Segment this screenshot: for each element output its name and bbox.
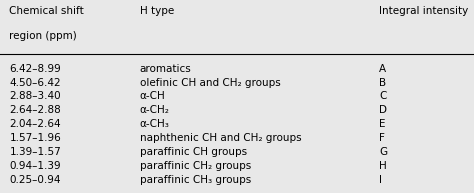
Text: aromatics: aromatics [140, 64, 191, 74]
Text: 2.04–2.64: 2.04–2.64 [9, 119, 61, 129]
Text: Integral intensity: Integral intensity [379, 6, 468, 16]
Text: 4.50–6.42: 4.50–6.42 [9, 78, 61, 88]
Text: E: E [379, 119, 386, 129]
Text: A: A [379, 64, 386, 74]
Text: paraffinic CH groups: paraffinic CH groups [140, 147, 247, 157]
Text: 2.88–3.40: 2.88–3.40 [9, 91, 61, 102]
Text: H type: H type [140, 6, 174, 16]
Text: Chemical shift: Chemical shift [9, 6, 84, 16]
Text: 1.39–1.57: 1.39–1.57 [9, 147, 61, 157]
Text: B: B [379, 78, 386, 88]
Text: 1.57–1.96: 1.57–1.96 [9, 133, 61, 143]
Text: F: F [379, 133, 385, 143]
Text: 6.42–8.99: 6.42–8.99 [9, 64, 61, 74]
Text: α-CH₃: α-CH₃ [140, 119, 170, 129]
Text: olefinic CH and CH₂ groups: olefinic CH and CH₂ groups [140, 78, 281, 88]
Text: α-CH: α-CH [140, 91, 165, 102]
Text: H: H [379, 161, 387, 171]
Text: C: C [379, 91, 387, 102]
Text: region (ppm): region (ppm) [9, 31, 77, 41]
Text: 0.25–0.94: 0.25–0.94 [9, 175, 61, 185]
Text: paraffinic CH₂ groups: paraffinic CH₂ groups [140, 161, 251, 171]
Text: 0.94–1.39: 0.94–1.39 [9, 161, 61, 171]
Text: 2.64–2.88: 2.64–2.88 [9, 105, 61, 115]
Text: I: I [379, 175, 382, 185]
Text: D: D [379, 105, 387, 115]
Text: α-CH₂: α-CH₂ [140, 105, 170, 115]
Text: paraffinic CH₃ groups: paraffinic CH₃ groups [140, 175, 251, 185]
Text: G: G [379, 147, 387, 157]
Text: naphthenic CH and CH₂ groups: naphthenic CH and CH₂ groups [140, 133, 301, 143]
